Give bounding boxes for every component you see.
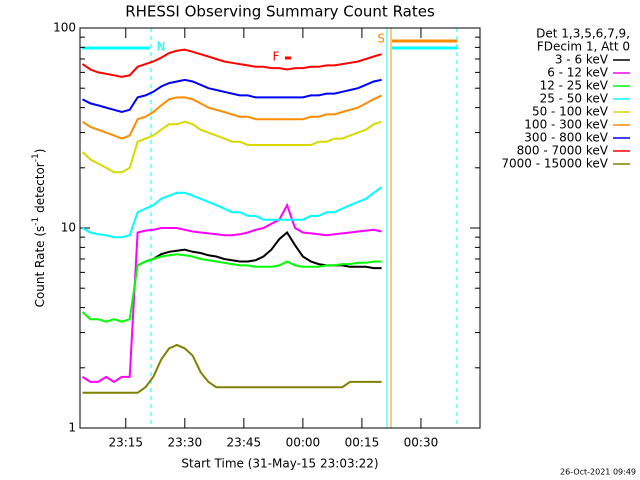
x-tick-label: 23:15 <box>108 436 143 450</box>
series-line <box>81 120 382 174</box>
y-tick-label: 100 <box>53 21 76 35</box>
x-tick-label: 00:00 <box>286 436 321 450</box>
annotation: S <box>377 32 385 46</box>
y-label-part: -1 <box>31 217 41 226</box>
y-tick-label: 1 <box>68 421 76 435</box>
series-line <box>81 202 382 384</box>
legend-header: Det 1,3,5,6,7,9, <box>536 27 630 41</box>
y-label-part: detector <box>33 162 47 217</box>
legend-label: 6 - 12 keV <box>547 66 609 80</box>
legend-label: 300 - 800 keV <box>524 131 608 145</box>
annotation: N <box>157 40 166 54</box>
x-tick-label: 23:30 <box>168 436 203 450</box>
series-line <box>82 186 383 239</box>
series-line <box>81 94 383 140</box>
annotation: F <box>273 50 280 64</box>
y-tick-label: 10 <box>61 221 76 235</box>
y-axis-label: Count Rate (s-1 detector-1) <box>31 149 47 308</box>
series-line <box>82 78 382 114</box>
x-tick-label: 23:45 <box>227 436 262 450</box>
y-label-part: Count Rate (s <box>33 226 47 308</box>
timestamp: 26-Oct-2021 09:49 <box>560 468 636 477</box>
legend-label: 7000 - 15000 keV <box>501 157 608 171</box>
legend-label: 25 - 50 keV <box>540 92 609 106</box>
y-label-part: -1 <box>31 153 41 162</box>
legend-label: 50 - 100 keV <box>532 105 609 119</box>
legend-header: FDecim 1, Att 0 <box>537 40 630 54</box>
x-tick-label: 00:30 <box>404 436 439 450</box>
legend-label: 100 - 300 keV <box>524 118 608 132</box>
series-line <box>137 230 382 270</box>
x-tick-label: 00:15 <box>345 436 380 450</box>
chart-title: RHESSI Observing Summary Count Rates <box>125 3 435 21</box>
legend-label: 3 - 6 keV <box>555 53 609 67</box>
series-line <box>81 253 382 323</box>
plot-frame <box>79 27 481 429</box>
legend-label: 800 - 7000 keV <box>517 144 609 158</box>
series-line <box>81 48 382 78</box>
series-line <box>82 343 382 394</box>
y-label-part: ) <box>33 149 47 154</box>
x-axis-label: Start Time (31-May-15 23:03:22) <box>181 457 378 471</box>
legend-label: 12 - 25 keV <box>540 79 609 93</box>
